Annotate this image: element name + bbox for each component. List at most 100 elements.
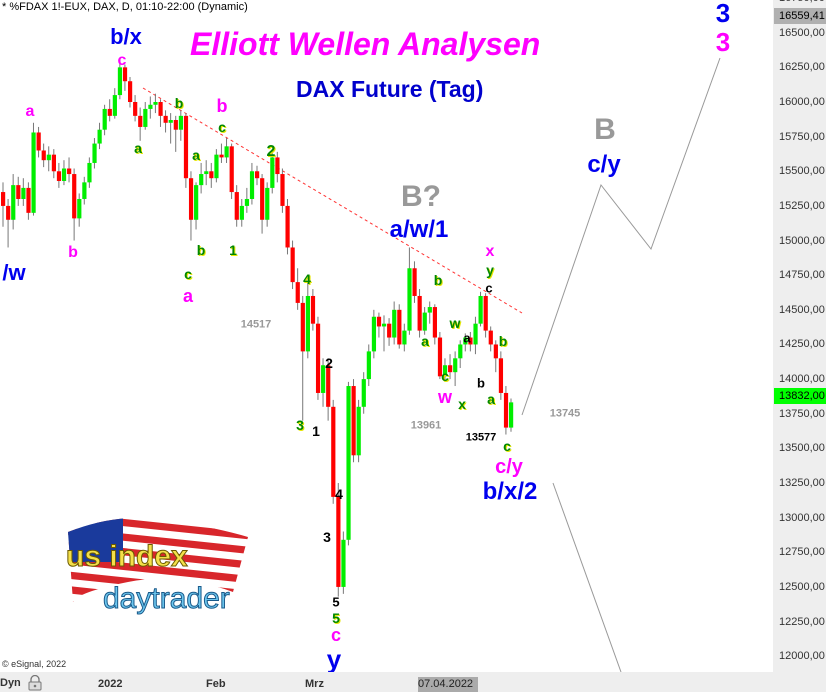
candle bbox=[422, 307, 427, 335]
candle-body bbox=[16, 185, 21, 199]
candle bbox=[112, 88, 117, 119]
candle-body bbox=[224, 146, 229, 158]
candle-body bbox=[239, 205, 244, 220]
candle-body bbox=[422, 312, 427, 331]
candle-body bbox=[158, 102, 163, 116]
wave-label: w bbox=[449, 315, 461, 331]
candle bbox=[326, 358, 331, 421]
candle bbox=[498, 351, 504, 400]
wave-label: c/y bbox=[495, 456, 523, 478]
wave-label: 3 bbox=[715, 27, 731, 57]
candle-body bbox=[107, 108, 112, 116]
candle-body bbox=[295, 282, 300, 303]
wave-label: 4 bbox=[303, 271, 311, 287]
candle-body bbox=[72, 174, 77, 219]
candle bbox=[107, 99, 112, 122]
time-axis[interactable] bbox=[0, 672, 826, 692]
candle-body bbox=[219, 154, 224, 158]
flag-icon: us index daytrader bbox=[66, 517, 248, 616]
candle-body bbox=[102, 108, 107, 130]
candle-body bbox=[382, 323, 387, 327]
wave-label: /w bbox=[2, 260, 26, 285]
candle-body bbox=[244, 198, 250, 206]
date-tick: Mrz bbox=[305, 678, 324, 690]
candle bbox=[483, 293, 488, 338]
candle-body bbox=[270, 157, 275, 188]
wave-label: x bbox=[485, 243, 495, 260]
candle bbox=[280, 168, 285, 213]
candle bbox=[26, 182, 31, 220]
candle bbox=[224, 138, 229, 163]
candle bbox=[417, 289, 422, 338]
candle-body bbox=[265, 187, 270, 220]
candle-body bbox=[41, 150, 46, 161]
wave-label: 5 bbox=[332, 594, 340, 610]
price-axis[interactable] bbox=[773, 0, 826, 672]
price-tick: 14250,00 bbox=[779, 338, 825, 351]
candle bbox=[67, 157, 72, 183]
wave-label: a/w/1 bbox=[389, 216, 449, 243]
candle bbox=[11, 174, 16, 230]
wave-label: b bbox=[174, 95, 184, 111]
candle bbox=[21, 178, 26, 206]
candle bbox=[458, 340, 463, 369]
candle-body bbox=[117, 67, 123, 96]
candle bbox=[234, 185, 239, 227]
wave-label: 3 bbox=[323, 529, 331, 545]
candle bbox=[509, 398, 514, 432]
candle bbox=[255, 165, 260, 186]
price-tick: 13500,00 bbox=[779, 442, 825, 455]
candle-body bbox=[483, 295, 488, 331]
candle bbox=[376, 312, 382, 338]
candle bbox=[31, 122, 36, 216]
copyright: © eSignal, 2022 bbox=[2, 659, 67, 669]
candle bbox=[204, 160, 209, 186]
candle bbox=[310, 289, 316, 331]
candle-body bbox=[163, 115, 168, 123]
candle-body bbox=[21, 187, 26, 199]
wave-label: b bbox=[498, 333, 508, 349]
wave-label: b bbox=[216, 96, 228, 116]
candle bbox=[1, 182, 6, 227]
candle bbox=[97, 122, 102, 150]
candle bbox=[51, 149, 56, 179]
candle bbox=[260, 174, 265, 234]
candle-body bbox=[392, 309, 397, 338]
candle bbox=[153, 93, 158, 114]
wave-label: 13961 bbox=[410, 419, 442, 432]
candle-body bbox=[31, 132, 36, 213]
candle-body bbox=[346, 386, 351, 540]
candle bbox=[239, 198, 244, 227]
candle-body bbox=[209, 171, 214, 179]
candle-body bbox=[305, 295, 310, 352]
candle bbox=[346, 381, 351, 546]
candle-body bbox=[478, 295, 483, 324]
candle-body bbox=[255, 171, 260, 179]
wave-label: 13577 bbox=[465, 431, 497, 444]
candle bbox=[16, 176, 21, 206]
candle bbox=[392, 301, 397, 345]
candle-body bbox=[178, 115, 183, 130]
candle-body bbox=[290, 247, 295, 283]
candle bbox=[295, 268, 300, 310]
wave-label: 4 bbox=[335, 486, 343, 502]
wave-label: y bbox=[486, 262, 494, 278]
candle-body bbox=[148, 104, 153, 109]
candle-body bbox=[234, 192, 239, 220]
wave-label: c bbox=[503, 438, 511, 454]
candle-body bbox=[376, 316, 382, 327]
candle-body bbox=[46, 154, 51, 161]
price-tick: 16750,00 bbox=[779, 0, 825, 4]
candle-body bbox=[67, 168, 72, 175]
candle bbox=[473, 316, 478, 355]
candle-body bbox=[371, 316, 377, 352]
lock-icon[interactable] bbox=[28, 675, 42, 691]
candle-body bbox=[331, 406, 336, 497]
us-index-daytrader-logo: us index daytrader bbox=[58, 512, 258, 621]
price-tick: 13250,00 bbox=[779, 477, 825, 489]
candle-body bbox=[407, 268, 412, 331]
candle-body bbox=[366, 351, 371, 380]
candle-body bbox=[361, 379, 366, 407]
candle bbox=[356, 399, 361, 463]
candle bbox=[229, 143, 234, 199]
